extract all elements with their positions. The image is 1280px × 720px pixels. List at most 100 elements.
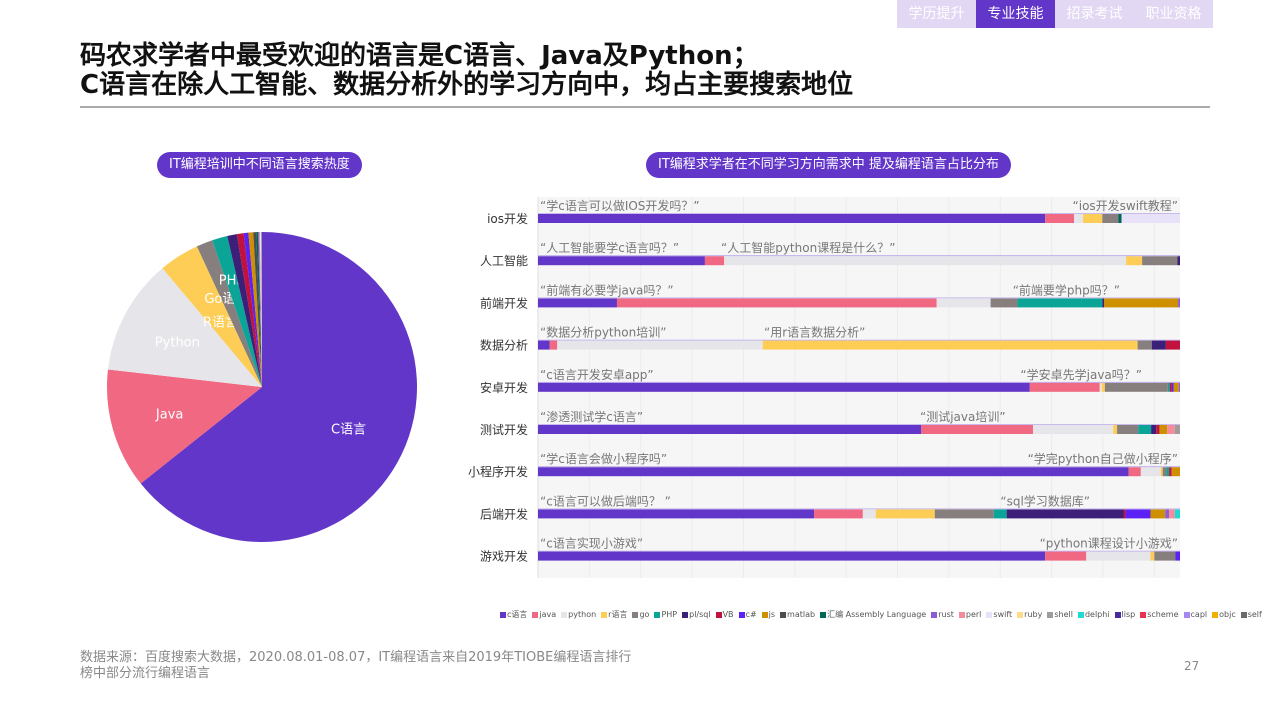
legend-swatch: [1114, 611, 1121, 618]
bar-segment-python: [862, 509, 876, 519]
annotation-right: “学完python自己做小程序”: [1028, 451, 1178, 466]
pie-slice-11: [256, 232, 262, 387]
legend-swatch: [500, 611, 506, 618]
bar-segment-r语言: [875, 509, 935, 519]
bar-segment-PHP: [1017, 298, 1103, 308]
bar-segment-perl: [1169, 509, 1175, 519]
tab-education[interactable]: 学历提升: [908, 6, 965, 22]
pie-slice-14: [260, 232, 262, 387]
bar-segment-java: [814, 509, 863, 519]
bar-segment-java: [921, 425, 1033, 434]
bar-segment-go: [1142, 256, 1178, 266]
legend-item: r语言: [601, 609, 627, 620]
legend-swatch: [654, 611, 661, 618]
pie-slice-15: [261, 232, 262, 387]
bar-segment-go: [1104, 382, 1168, 392]
annotation-left: “学c语言会做小程序吗”: [540, 451, 667, 466]
legend-item: 汇编 Assembly Language: [820, 609, 926, 620]
top-nav: 学历提升 专业技能 招录考试 职业资格: [897, 0, 1213, 28]
tab-exams[interactable]: 招录考试: [1066, 6, 1123, 22]
pie-label: Java: [155, 408, 183, 423]
legend-label: shell: [1054, 610, 1073, 619]
legend-item: self: [1240, 609, 1262, 620]
bar-segment-python: [1099, 382, 1102, 392]
bar-segment-VB: [1169, 382, 1172, 392]
bar-segment-java: [704, 256, 725, 266]
pie-slice-0: [140, 232, 417, 542]
bar-segment-python: [1032, 425, 1114, 434]
bar-segment-c语言: [538, 467, 1129, 477]
pie-label: Python: [155, 335, 200, 350]
bar-segment-shell: [1174, 425, 1180, 434]
legend-swatch: [632, 611, 639, 618]
legend-item: objc: [1212, 609, 1236, 620]
stacked-bar-chart: ios开发 “学c语言可以做IOS开发吗？” “ios开发swift教程” 人工智能 “…: [468, 197, 1180, 578]
legend-item: c语言: [500, 609, 527, 620]
bar-segment-r语言: [1126, 256, 1143, 266]
bar-segment-java: [616, 298, 937, 308]
category-label: 后端开发: [480, 506, 528, 521]
legend-label: pl/sql: [689, 610, 711, 619]
bar-segment-delphi: [1174, 509, 1180, 519]
legend-label: rust: [938, 610, 954, 619]
legend-item: swift: [986, 609, 1012, 620]
bar-segment-pl/sql: [1102, 298, 1105, 308]
pie-slice-5: [212, 235, 262, 387]
bar-segment-PHP: [1166, 467, 1170, 477]
legend-item: capl: [1183, 609, 1207, 620]
legend-label: perl: [965, 610, 982, 619]
bar-segment-python: [1140, 467, 1161, 477]
bar-segment-pl/sql: [1151, 425, 1157, 434]
category-label: 游戏开发: [480, 549, 528, 564]
bar-segment-js: [1150, 509, 1166, 519]
title-line-1: 码农求学者中最受欢迎的语言是C语言、Java及Python；: [80, 41, 759, 71]
bar-segment-PHP: [993, 509, 1007, 519]
legend-item: go: [632, 609, 649, 620]
bar-segment-c语言: [538, 340, 550, 350]
tab-qualification[interactable]: 职业资格: [1145, 6, 1202, 22]
legend-label: objc: [1219, 610, 1236, 619]
bar-segment-汇编 Assembly Language: [1118, 214, 1122, 223]
bar-segment-java: [1029, 382, 1100, 392]
pie-slice-3: [162, 246, 262, 387]
legend-swatch: [682, 611, 689, 618]
annotation-right: “测试java培训”: [920, 409, 1006, 424]
bar-segment-c#: [1125, 509, 1151, 519]
legend-swatch: [931, 611, 938, 618]
legend-label: self: [1247, 610, 1262, 619]
legend-swatch: [1077, 611, 1084, 618]
legend-label: java: [539, 610, 557, 619]
bar-segment-java: [1045, 551, 1087, 561]
annotation-right: “前端要学php吗？”: [1013, 282, 1120, 297]
annotation-left: “学c语言可以做IOS开发吗？”: [540, 198, 700, 213]
legend-swatch: [601, 611, 608, 618]
annotation-left: “数据分析python培训”: [540, 325, 666, 340]
legend-swatch: [715, 611, 722, 618]
legend-swatch: [958, 611, 965, 618]
legend-label: delphi: [1084, 610, 1110, 619]
bar-segment-c语言: [538, 298, 617, 308]
annotation-left: “前端有必要学java吗？”: [540, 282, 674, 297]
legend-swatch: [532, 611, 539, 618]
legend-item: ruby: [1017, 609, 1042, 620]
bar-segment-java: [1128, 467, 1141, 477]
bar-segment-c语言: [538, 509, 815, 519]
annotation-left: “c语言可以做后端吗？ ”: [540, 493, 671, 508]
legend-item: js: [761, 609, 776, 620]
tab-skills[interactable]: 专业技能: [976, 0, 1055, 28]
legend-swatch: [1047, 611, 1054, 618]
bar-segment-r语言: [1160, 467, 1163, 477]
legend-label: scheme: [1147, 610, 1179, 619]
pie-slice-13: [259, 232, 262, 387]
bar-segment-r语言: [1113, 425, 1118, 434]
legend-item: matlab: [780, 609, 815, 620]
bar-segment-python: [724, 256, 1127, 266]
bar-segment-VB: [1169, 467, 1172, 477]
legend-label: PHP: [661, 610, 678, 619]
legend-item: lisp: [1114, 609, 1135, 620]
legend-label: js: [768, 610, 776, 619]
legend-item: shell: [1047, 609, 1073, 620]
divider: [80, 106, 1210, 108]
bar-segment-python: [1086, 551, 1151, 561]
bar-segment-VB: [1123, 509, 1126, 519]
